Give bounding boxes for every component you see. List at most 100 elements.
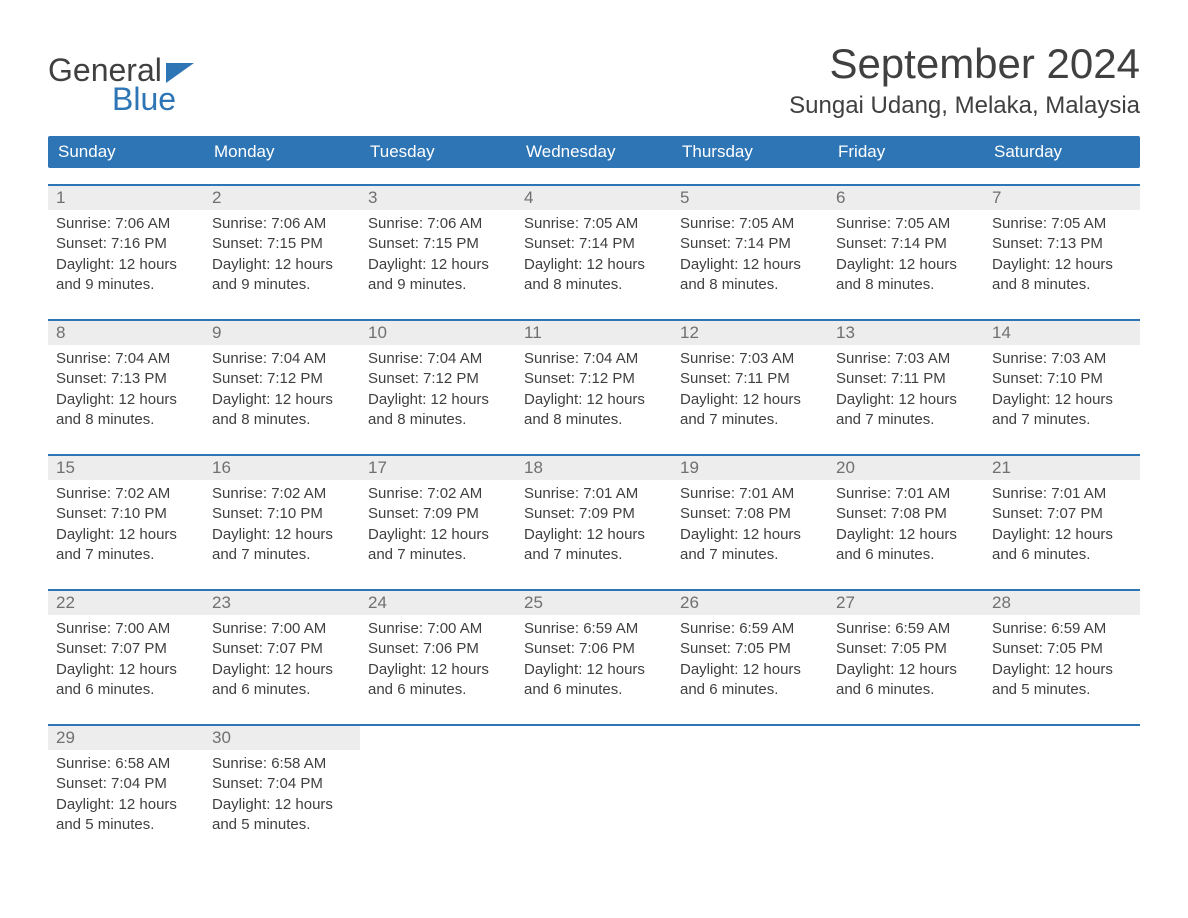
day-cell (828, 726, 984, 843)
day-number-row: 5 (672, 186, 828, 210)
day-sunrise: Sunrise: 7:02 AM (368, 484, 508, 504)
day-header-thursday: Thursday (672, 136, 828, 168)
week-row: 15Sunrise: 7:02 AMSunset: 7:10 PMDayligh… (48, 454, 1140, 573)
day-content: Sunrise: 7:03 AMSunset: 7:11 PMDaylight:… (672, 345, 828, 438)
day-cell: 23 Sunrise: 7:00 AMSunset: 7:07 PMDayligh… (204, 591, 360, 708)
day-cell: 6Sunrise: 7:05 AMSunset: 7:14 PMDaylight… (828, 186, 984, 303)
day-content: Sunrise: 7:05 AMSunset: 7:14 PMDaylight:… (516, 210, 672, 303)
day-daylight1: Daylight: 12 hours (680, 525, 820, 545)
day-cell: 7Sunrise: 7:05 AMSunset: 7:13 PMDaylight… (984, 186, 1140, 303)
day-daylight1: Daylight: 12 hours (680, 660, 820, 680)
day-content: Sunrise: 7:01 AMSunset: 7:08 PMDaylight:… (672, 480, 828, 573)
day-sunset: Sunset: 7:05 PM (836, 639, 976, 659)
logo: General Blue (48, 52, 194, 118)
day-number: 12 (680, 323, 699, 342)
day-sunrise: Sunrise: 7:06 AM (212, 214, 352, 234)
day-sunrise: Sunrise: 7:05 AM (992, 214, 1132, 234)
day-daylight2: and 7 minutes. (680, 545, 820, 565)
day-number: 10 (368, 323, 387, 342)
day-sunset: Sunset: 7:05 PM (992, 639, 1132, 659)
day-content: Sunrise: 7:01 AMSunset: 7:08 PMDaylight:… (828, 480, 984, 573)
day-cell: 8Sunrise: 7:04 AMSunset: 7:13 PMDaylight… (48, 321, 204, 438)
day-number: 3 (368, 188, 377, 207)
day-number-row: 29 (48, 726, 204, 750)
day-daylight2: and 6 minutes. (524, 680, 664, 700)
day-number-row: 18 (516, 456, 672, 480)
day-cell: 10 Sunrise: 7:04 AMSunset: 7:12 PMDayligh… (360, 321, 516, 438)
day-daylight2: and 7 minutes. (368, 545, 508, 565)
day-number: 18 (524, 458, 543, 477)
day-number: 27 (836, 593, 855, 612)
day-sunrise: Sunrise: 7:05 AM (836, 214, 976, 234)
day-cell: 19Sunrise: 7:01 AMSunset: 7:08 PMDayligh… (672, 456, 828, 573)
day-sunrise: Sunrise: 7:01 AM (524, 484, 664, 504)
day-daylight2: and 9 minutes. (56, 275, 196, 295)
day-sunset: Sunset: 7:12 PM (212, 369, 352, 389)
day-number-row: 26 (672, 591, 828, 615)
day-number-row: 21 (984, 456, 1140, 480)
day-cell: 16Sunrise: 7:02 AMSunset: 7:10 PMDayligh… (204, 456, 360, 573)
day-daylight1: Daylight: 12 hours (368, 525, 508, 545)
month-title: September 2024 (789, 40, 1140, 88)
day-content: Sunrise: 7:01 AMSunset: 7:07 PMDaylight:… (984, 480, 1140, 573)
day-header-saturday: Saturday (984, 136, 1140, 168)
day-content: Sunrise: 7:02 AMSunset: 7:10 PMDaylight:… (48, 480, 204, 573)
day-content: Sunrise: 6:59 AMSunset: 7:06 PMDaylight:… (516, 615, 672, 708)
day-daylight2: and 5 minutes. (992, 680, 1132, 700)
day-sunrise: Sunrise: 7:01 AM (992, 484, 1132, 504)
day-number: 11 (524, 323, 542, 342)
day-sunset: Sunset: 7:09 PM (524, 504, 664, 524)
day-number-row: 2 (204, 186, 360, 210)
day-content: Sunrise: 7:00 AMSunset: 7:07 PMDaylight:… (204, 615, 360, 708)
day-daylight2: and 6 minutes. (212, 680, 352, 700)
day-cell: 18Sunrise: 7:01 AMSunset: 7:09 PMDayligh… (516, 456, 672, 573)
day-number: 4 (524, 188, 533, 207)
day-daylight1: Daylight: 12 hours (524, 660, 664, 680)
day-number: 13 (836, 323, 855, 342)
day-cell (672, 726, 828, 843)
day-number: 6 (836, 188, 845, 207)
day-number-row: 24 (360, 591, 516, 615)
day-sunrise: Sunrise: 7:00 AM (368, 619, 508, 639)
day-sunset: Sunset: 7:11 PM (836, 369, 976, 389)
day-daylight1: Daylight: 12 hours (836, 255, 976, 275)
day-cell (516, 726, 672, 843)
day-sunset: Sunset: 7:12 PM (524, 369, 664, 389)
day-number-row: 13 (828, 321, 984, 345)
day-daylight1: Daylight: 12 hours (212, 525, 352, 545)
day-sunset: Sunset: 7:06 PM (368, 639, 508, 659)
day-daylight2: and 7 minutes. (56, 545, 196, 565)
day-number-row: 15 (48, 456, 204, 480)
day-number-row: 30 (204, 726, 360, 750)
day-daylight1: Daylight: 12 hours (56, 525, 196, 545)
day-number-row: 17 (360, 456, 516, 480)
day-number-row: 12 (672, 321, 828, 345)
day-number: 21 (992, 458, 1011, 477)
day-number: 23 (212, 593, 231, 612)
day-content: Sunrise: 6:59 AMSunset: 7:05 PMDaylight:… (828, 615, 984, 708)
day-number: 16 (212, 458, 231, 477)
day-number-row: 11 (516, 321, 672, 345)
day-cell: 5Sunrise: 7:05 AMSunset: 7:14 PMDaylight… (672, 186, 828, 303)
day-content: Sunrise: 6:58 AMSunset: 7:04 PMDaylight:… (48, 750, 204, 843)
day-sunrise: Sunrise: 7:00 AM (212, 619, 352, 639)
logo-text-blue: Blue (112, 81, 176, 118)
day-sunset: Sunset: 7:14 PM (680, 234, 820, 254)
day-content: Sunrise: 7:04 AMSunset: 7:13 PMDaylight:… (48, 345, 204, 438)
day-number: 2 (212, 188, 221, 207)
day-number: 28 (992, 593, 1011, 612)
day-daylight2: and 8 minutes. (524, 275, 664, 295)
day-sunrise: Sunrise: 7:04 AM (524, 349, 664, 369)
day-content: Sunrise: 7:04 AMSunset: 7:12 PMDaylight:… (360, 345, 516, 438)
day-daylight1: Daylight: 12 hours (212, 390, 352, 410)
day-cell: 12 Sunrise: 7:03 AMSunset: 7:11 PMDayligh… (672, 321, 828, 438)
week-row: 8Sunrise: 7:04 AMSunset: 7:13 PMDaylight… (48, 319, 1140, 438)
day-number-row: 10 (360, 321, 516, 345)
day-cell: 1Sunrise: 7:06 AMSunset: 7:16 PMDaylight… (48, 186, 204, 303)
day-sunrise: Sunrise: 6:59 AM (992, 619, 1132, 639)
day-content: Sunrise: 7:04 AMSunset: 7:12 PMDaylight:… (516, 345, 672, 438)
day-content: Sunrise: 7:00 AMSunset: 7:07 PMDaylight:… (48, 615, 204, 708)
day-number: 5 (680, 188, 689, 207)
day-number: 17 (368, 458, 387, 477)
day-sunset: Sunset: 7:13 PM (56, 369, 196, 389)
